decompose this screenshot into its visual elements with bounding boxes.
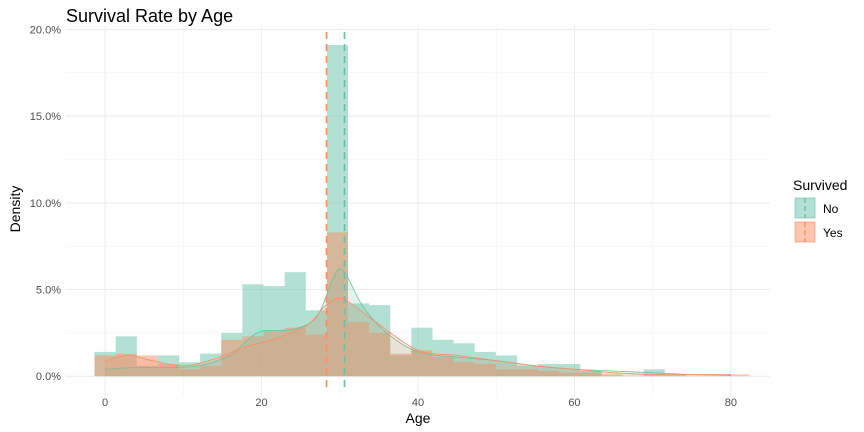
x-tick-label: 0 bbox=[102, 397, 108, 409]
histogram-bar-yes bbox=[538, 370, 560, 377]
histogram-bar-yes bbox=[411, 350, 433, 377]
x-tick-label: 20 bbox=[255, 397, 267, 409]
histogram-bar-yes bbox=[432, 357, 454, 377]
histogram-bar-yes bbox=[559, 372, 581, 377]
y-tick-label: 0.0% bbox=[36, 371, 61, 383]
histogram-bar-yes bbox=[516, 369, 539, 377]
legend-key-yes bbox=[794, 221, 816, 243]
histogram-bar-yes bbox=[601, 374, 623, 377]
histogram-bar-yes bbox=[115, 353, 137, 377]
histogram-bar-yes bbox=[200, 365, 222, 377]
y-tick-label: 5.0% bbox=[36, 285, 61, 297]
legend-title: Survived bbox=[793, 177, 847, 193]
histogram-bar-yes bbox=[453, 362, 475, 377]
y-tick-label: 10.0% bbox=[30, 198, 61, 210]
x-tick-label: 80 bbox=[725, 397, 737, 409]
histogram-bar-yes bbox=[495, 369, 517, 377]
density-curve-yes bbox=[105, 297, 731, 375]
histogram-bar-yes bbox=[580, 372, 602, 377]
x-tick-label: 40 bbox=[412, 397, 424, 409]
x-axis-title: Age bbox=[406, 410, 431, 426]
y-tick-label: 20.0% bbox=[30, 24, 61, 36]
chart-title: Survival Rate by Age bbox=[66, 6, 233, 26]
density-area-no bbox=[105, 268, 731, 377]
legend-key-no bbox=[794, 197, 816, 219]
legend: Survived No Yes bbox=[793, 177, 847, 243]
histogram-bar-yes bbox=[347, 322, 370, 377]
histogram-bar-yes bbox=[728, 374, 750, 377]
density-curve-no bbox=[105, 268, 731, 376]
y-axis-title: Density bbox=[7, 186, 23, 233]
x-axis-ticks: 0 20 40 60 80 bbox=[102, 397, 737, 409]
histogram-bars bbox=[94, 45, 750, 377]
histogram-bar-yes bbox=[326, 232, 348, 377]
histogram-bar-yes bbox=[305, 334, 327, 377]
histogram-bar-yes bbox=[221, 339, 243, 377]
density-area-yes bbox=[105, 298, 731, 377]
histogram-bar-yes bbox=[390, 353, 412, 377]
histogram-bar-yes bbox=[263, 331, 285, 377]
x-tick-label: 60 bbox=[568, 397, 580, 409]
histogram-bar-yes bbox=[474, 364, 496, 377]
histogram-bar-no bbox=[664, 374, 686, 377]
histogram-bar-yes bbox=[284, 327, 306, 377]
density-curves bbox=[105, 268, 731, 377]
legend-label-no: No bbox=[823, 202, 839, 216]
y-axis-ticks: 0.0% 5.0% 10.0% 15.0% 20.0% bbox=[30, 24, 61, 383]
legend-label-yes: Yes bbox=[823, 226, 843, 240]
histogram-bar-yes bbox=[94, 355, 116, 377]
y-tick-label: 15.0% bbox=[30, 111, 61, 123]
histogram-bar-yes bbox=[179, 369, 201, 377]
histogram-bar-yes bbox=[369, 332, 391, 377]
